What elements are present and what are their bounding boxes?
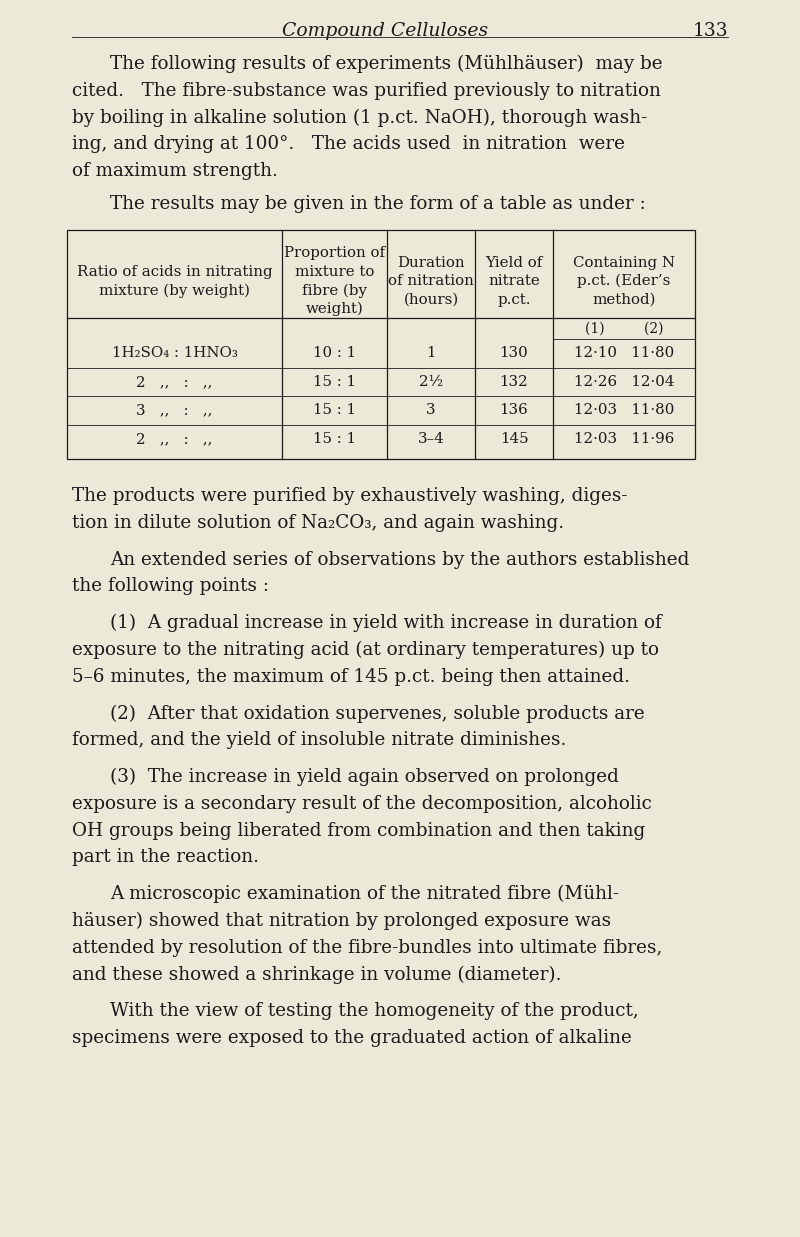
Text: (hours): (hours) <box>403 293 458 307</box>
Text: (2)  After that oxidation supervenes, soluble products are: (2) After that oxidation supervenes, sol… <box>110 704 645 722</box>
Text: The products were purified by exhaustively washing, diges-: The products were purified by exhaustive… <box>72 487 627 505</box>
Text: Yield of: Yield of <box>486 256 542 270</box>
Text: 10 : 1: 10 : 1 <box>313 346 356 360</box>
Text: 1H₂SO₄ : 1HNO₃: 1H₂SO₄ : 1HNO₃ <box>111 346 238 360</box>
Text: method): method) <box>592 293 656 307</box>
Text: weight): weight) <box>306 302 363 317</box>
Text: specimens were exposed to the graduated action of alkaline: specimens were exposed to the graduated … <box>72 1029 632 1047</box>
Text: 15 : 1: 15 : 1 <box>313 403 356 417</box>
Text: mixture (by weight): mixture (by weight) <box>99 283 250 298</box>
Text: and these showed a shrinkage in volume (diameter).: and these showed a shrinkage in volume (… <box>72 965 562 983</box>
Text: the following points :: the following points : <box>72 578 269 595</box>
Text: An extended series of observations by the authors established: An extended series of observations by th… <box>110 550 690 569</box>
Text: exposure is a secondary result of the decomposition, alcoholic: exposure is a secondary result of the de… <box>72 794 652 813</box>
Text: 3   ,,   :   ,,: 3 ,, : ,, <box>136 403 213 417</box>
Text: nitrate: nitrate <box>488 275 540 288</box>
Text: of nitration: of nitration <box>388 275 474 288</box>
Text: 132: 132 <box>500 375 528 388</box>
Text: formed, and the yield of insoluble nitrate diminishes.: formed, and the yield of insoluble nitra… <box>72 731 566 750</box>
Text: 3: 3 <box>426 403 436 417</box>
Text: 2½: 2½ <box>419 375 443 388</box>
Text: (1)         (2): (1) (2) <box>585 322 663 336</box>
Text: (3)  The increase in yield again observed on prolonged: (3) The increase in yield again observed… <box>110 768 619 787</box>
Text: of maximum strength.: of maximum strength. <box>72 162 278 181</box>
Text: 5–6 minutes, the maximum of 145 p.ct. being then attained.: 5–6 minutes, the maximum of 145 p.ct. be… <box>72 668 630 685</box>
Text: A microscopic examination of the nitrated fibre (Mühl-: A microscopic examination of the nitrate… <box>110 884 619 903</box>
Text: 15 : 1: 15 : 1 <box>313 375 356 388</box>
Bar <box>67 230 695 459</box>
Text: 1: 1 <box>426 346 436 360</box>
Text: tion in dilute solution of Na₂CO₃, and again washing.: tion in dilute solution of Na₂CO₃, and a… <box>72 513 564 532</box>
Text: 12·03   11·96: 12·03 11·96 <box>574 432 674 445</box>
Text: Containing N: Containing N <box>573 256 675 270</box>
Text: mixture to: mixture to <box>295 265 374 278</box>
Text: 12·03   11·80: 12·03 11·80 <box>574 403 674 417</box>
Text: 2   ,,   :   ,,: 2 ,, : ,, <box>136 375 213 388</box>
Text: exposure to the nitrating acid (at ordinary temperatures) up to: exposure to the nitrating acid (at ordin… <box>72 641 659 659</box>
Text: The results may be given in the form of a table as under :: The results may be given in the form of … <box>110 194 646 213</box>
Text: With the view of testing the homogeneity of the product,: With the view of testing the homogeneity… <box>110 1002 638 1021</box>
Text: fibre (by: fibre (by <box>302 283 367 298</box>
Text: Compound Celluloses: Compound Celluloses <box>282 22 488 40</box>
Text: p.ct. (Eder’s: p.ct. (Eder’s <box>578 275 670 288</box>
Text: häuser) showed that nitration by prolonged exposure was: häuser) showed that nitration by prolong… <box>72 912 611 930</box>
Text: Duration: Duration <box>397 256 465 270</box>
Text: ing, and drying at 100°.   The acids used  in nitration  were: ing, and drying at 100°. The acids used … <box>72 135 625 153</box>
Text: 133: 133 <box>692 22 728 40</box>
Text: 12·26   12·04: 12·26 12·04 <box>574 375 674 388</box>
Text: OH groups being liberated from combination and then taking: OH groups being liberated from combinati… <box>72 821 646 840</box>
Text: by boiling in alkaline solution (1 p.ct. NaOH), thorough wash-: by boiling in alkaline solution (1 p.ct.… <box>72 109 647 127</box>
Text: The following results of experiments (Mühlhäuser)  may be: The following results of experiments (Mü… <box>110 54 662 73</box>
Text: cited.   The fibre-substance was purified previously to nitration: cited. The fibre-substance was purified … <box>72 82 661 100</box>
Text: Ratio of acids in nitrating: Ratio of acids in nitrating <box>77 265 272 278</box>
Text: 2   ,,   :   ,,: 2 ,, : ,, <box>136 432 213 445</box>
Text: 145: 145 <box>500 432 528 445</box>
Text: 136: 136 <box>500 403 528 417</box>
Text: p.ct.: p.ct. <box>498 293 530 307</box>
Text: (1)  A gradual increase in yield with increase in duration of: (1) A gradual increase in yield with inc… <box>110 614 662 632</box>
Text: 130: 130 <box>500 346 528 360</box>
Text: attended by resolution of the fibre-bundles into ultimate fibres,: attended by resolution of the fibre-bund… <box>72 939 662 956</box>
Text: part in the reaction.: part in the reaction. <box>72 849 259 866</box>
Text: 15 : 1: 15 : 1 <box>313 432 356 445</box>
Text: 12·10   11·80: 12·10 11·80 <box>574 346 674 360</box>
Text: 3–4: 3–4 <box>418 432 444 445</box>
Text: Proportion of: Proportion of <box>284 246 385 260</box>
